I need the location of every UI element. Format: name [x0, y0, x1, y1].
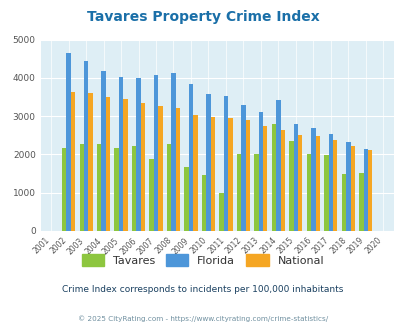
Bar	[158, 106, 162, 231]
Text: © 2025 CityRating.com - https://www.cityrating.com/crime-statistics/: © 2025 CityRating.com - https://www.city…	[78, 315, 327, 322]
Bar	[123, 99, 127, 231]
Bar	[350, 146, 354, 231]
Bar	[136, 78, 141, 231]
Bar	[271, 124, 275, 231]
Bar	[184, 167, 188, 231]
Bar	[79, 144, 84, 231]
Bar	[141, 103, 145, 231]
Bar	[324, 155, 328, 231]
Bar	[206, 94, 210, 231]
Bar	[363, 148, 367, 231]
Bar	[289, 141, 293, 231]
Bar	[219, 193, 223, 231]
Bar	[293, 124, 297, 231]
Bar	[254, 154, 258, 231]
Bar	[88, 93, 92, 231]
Bar	[153, 75, 158, 231]
Bar	[345, 142, 350, 231]
Bar	[241, 105, 245, 231]
Bar	[201, 175, 206, 231]
Bar	[297, 135, 302, 231]
Bar	[132, 146, 136, 231]
Bar	[171, 73, 175, 231]
Bar	[210, 117, 215, 231]
Bar	[275, 100, 280, 231]
Bar	[358, 173, 363, 231]
Bar	[84, 61, 88, 231]
Bar	[245, 120, 249, 231]
Text: Crime Index corresponds to incidents per 100,000 inhabitants: Crime Index corresponds to incidents per…	[62, 285, 343, 294]
Bar	[166, 144, 171, 231]
Bar	[236, 154, 241, 231]
Bar	[367, 150, 371, 231]
Bar	[66, 52, 70, 231]
Bar	[223, 96, 228, 231]
Bar	[280, 130, 284, 231]
Bar	[258, 112, 262, 231]
Bar	[315, 136, 319, 231]
Bar	[62, 148, 66, 231]
Bar	[188, 83, 193, 231]
Bar	[332, 140, 337, 231]
Legend: Tavares, Florida, National: Tavares, Florida, National	[77, 250, 328, 270]
Bar	[97, 144, 101, 231]
Bar	[149, 159, 153, 231]
Bar	[310, 128, 315, 231]
Bar	[262, 126, 267, 231]
Bar	[175, 108, 179, 231]
Bar	[101, 71, 105, 231]
Bar	[228, 118, 232, 231]
Bar	[119, 77, 123, 231]
Bar	[193, 115, 197, 231]
Text: Tavares Property Crime Index: Tavares Property Crime Index	[86, 10, 319, 24]
Bar	[114, 148, 119, 231]
Bar	[341, 174, 345, 231]
Bar	[70, 92, 75, 231]
Bar	[306, 154, 310, 231]
Bar	[328, 134, 332, 231]
Bar	[105, 97, 110, 231]
